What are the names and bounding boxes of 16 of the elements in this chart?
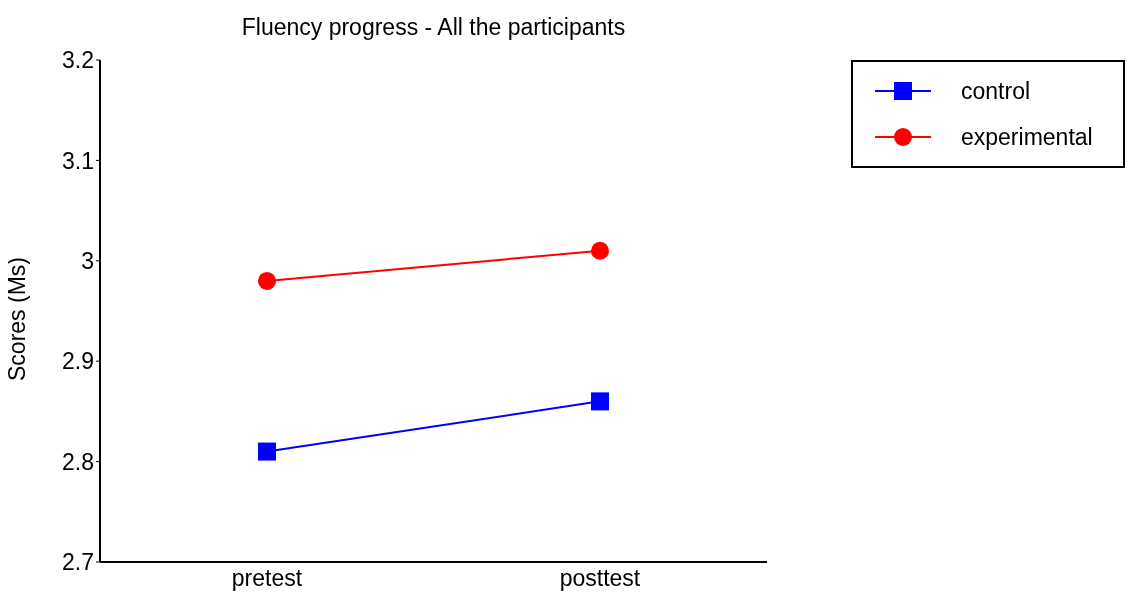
y-tick-label: 2.7 xyxy=(62,549,94,576)
legend-label: control xyxy=(961,77,1031,105)
point xyxy=(258,442,276,461)
y-tick-label: 3.1 xyxy=(62,147,94,174)
legend-label: experimental xyxy=(961,123,1093,151)
y-tick-label: 3 xyxy=(81,247,94,274)
point xyxy=(591,392,609,411)
y-axis-title: Scores (Ms) xyxy=(4,257,31,381)
y-tick-label: 2.8 xyxy=(62,448,94,475)
point xyxy=(591,241,609,260)
chart-title: Fluency progress - All the participants xyxy=(240,14,627,41)
y-tick-label: 2.9 xyxy=(62,348,94,375)
x-tick-label: posttest xyxy=(559,565,641,592)
point xyxy=(258,271,276,290)
y-tick-label: 3.2 xyxy=(62,47,94,74)
x-tick-label: pretest xyxy=(231,565,303,592)
